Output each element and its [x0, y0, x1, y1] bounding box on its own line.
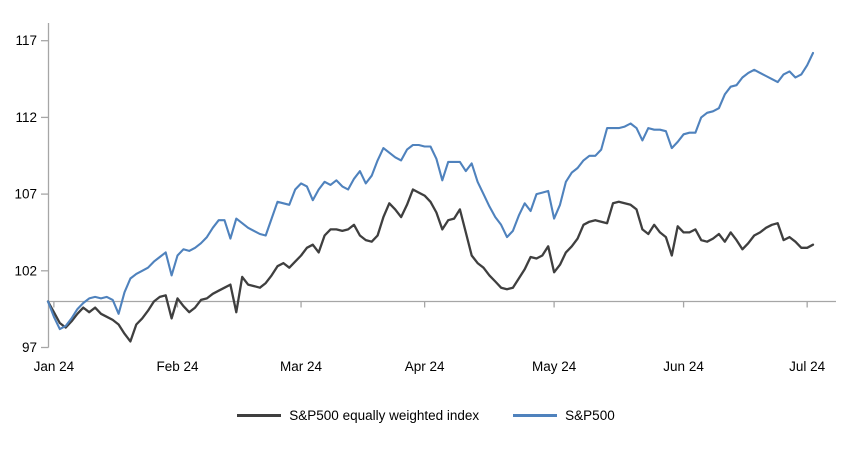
x-axis-month-label: Mar 24 [280, 359, 323, 374]
legend-label-equal-weight: S&P500 equally weighted index [289, 408, 480, 423]
y-axis-tick-label: 107 [14, 187, 37, 202]
legend-item-sp500: S&P500 [513, 408, 615, 423]
x-axis-month-label: Jan 24 [34, 359, 75, 374]
x-axis-month-label: Jul 24 [789, 359, 826, 374]
y-axis-tick-label: 97 [22, 340, 37, 355]
x-axis-month-label: Apr 24 [405, 359, 445, 374]
series-line-equal-weight [46, 188, 815, 343]
line-chart: 97 102 107 112 117 Jan 24 Feb 24 Mar 24 Apr 24 Ma… [14, 23, 836, 374]
chart-legend: S&P500 equally weighted index S&P500 [0, 408, 852, 423]
legend-line-swatch-sp500 [513, 414, 558, 417]
series-line-sp500 [46, 51, 815, 331]
x-axis-month-label: Feb 24 [156, 359, 199, 374]
x-axis-month-label: May 24 [532, 359, 577, 374]
legend-label-sp500: S&P500 [565, 408, 615, 423]
y-axis-tick-label: 117 [15, 33, 37, 48]
legend-item-equal-weight: S&P500 equally weighted index [237, 408, 479, 423]
legend-line-swatch-equal-weight [237, 414, 282, 417]
x-axis-month-label: Jun 24 [663, 359, 704, 374]
y-axis-tick-label: 102 [14, 263, 37, 278]
y-axis-tick-label: 112 [15, 110, 37, 125]
